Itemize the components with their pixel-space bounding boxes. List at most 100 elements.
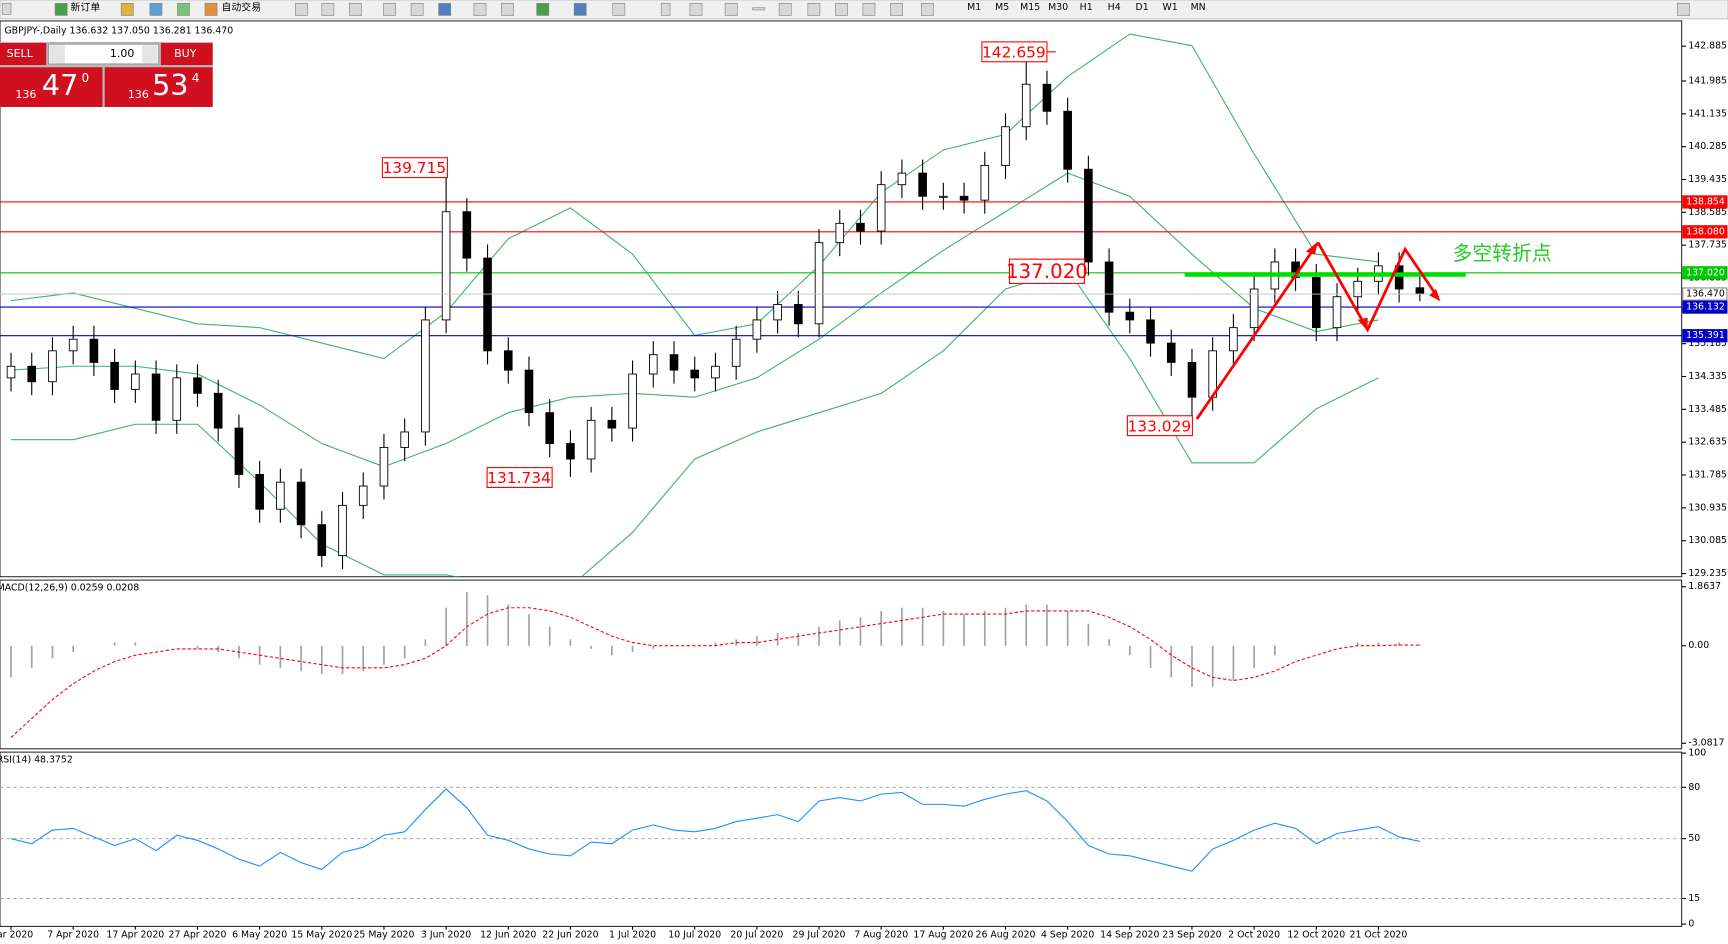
sell-price-box[interactable]: [0, 67, 103, 107]
buy-price-pips[interactable]: 53: [152, 68, 188, 102]
candle-body: [607, 419, 617, 429]
icon[interactable]: [752, 7, 766, 11]
price-label: 136.470: [1686, 289, 1725, 300]
timeframe-button[interactable]: H4: [1108, 2, 1121, 13]
icon[interactable]: [295, 2, 308, 16]
sell-price-fraction[interactable]: 0: [82, 71, 90, 85]
buy-button[interactable]: [160, 43, 213, 66]
icon[interactable]: [920, 2, 934, 16]
buy-label[interactable]: BUY: [174, 47, 197, 60]
sell-button[interactable]: [0, 43, 47, 66]
candle-body: [628, 373, 637, 429]
macd-panel: [0, 579, 1683, 750]
icon[interactable]: [321, 2, 335, 16]
icon[interactable]: [501, 2, 514, 16]
timeframe-button[interactable]: M1: [967, 2, 981, 13]
timeframe-button[interactable]: H1: [1080, 2, 1093, 13]
y-tick-label: 1.8637: [1688, 581, 1721, 592]
price-label-box: [1682, 225, 1728, 239]
y-tick-label: 80: [1688, 782, 1700, 793]
icon[interactable]: [383, 2, 396, 16]
main-panel: [0, 20, 1683, 578]
candle-body: [711, 365, 720, 379]
auto-trading-button[interactable]: 自动交易: [222, 1, 262, 14]
new-order-button[interactable]: 新订单: [71, 1, 101, 14]
y-tick-label: 100: [1688, 748, 1706, 759]
candle-body: [524, 369, 534, 414]
timeframe-button[interactable]: M5: [995, 2, 1009, 13]
price-label: 137.020: [1686, 267, 1725, 278]
icon[interactable]: [573, 2, 587, 16]
sell-price-pips[interactable]: 47: [42, 68, 78, 102]
icon[interactable]: [54, 2, 68, 16]
timeframe-button[interactable]: M30: [1048, 2, 1068, 13]
lots-value[interactable]: 1.00: [110, 47, 135, 60]
icon[interactable]: [177, 2, 190, 16]
x-tick-label: 12 Jun 2020: [480, 930, 536, 941]
candle-body: [338, 504, 347, 557]
price-label-box: [1682, 329, 1728, 343]
icon[interactable]: [890, 2, 903, 16]
x-tick-label: 7 Aug 2020: [854, 930, 908, 941]
x-tick-label: 6 May 2020: [232, 930, 287, 941]
icon[interactable]: [689, 2, 703, 16]
annotation-box: [381, 157, 448, 179]
icon[interactable]: [862, 2, 876, 16]
candle-body: [172, 377, 182, 421]
icon[interactable]: [778, 2, 792, 16]
icon[interactable]: [120, 2, 134, 16]
x-tick-label: 14 Sep 2020: [1100, 930, 1159, 941]
candle-body: [503, 350, 513, 371]
candle-body: [876, 184, 886, 232]
x-tick-label: 25 May 2020: [353, 930, 414, 941]
timeframe-button[interactable]: MN: [1191, 2, 1206, 13]
sell-label[interactable]: SELL: [7, 47, 34, 60]
candle-body: [1063, 110, 1072, 170]
y-tick-label: 134.335: [1688, 371, 1727, 382]
price-label: 136.132: [1686, 302, 1725, 313]
sell-price-big[interactable]: 136: [15, 88, 36, 101]
candle-body: [1146, 319, 1155, 344]
timeframe-button[interactable]: M15: [1020, 2, 1040, 13]
icon[interactable]: [473, 2, 487, 16]
buy-price-big[interactable]: 136: [128, 88, 149, 101]
annotation: 133.029: [1127, 417, 1191, 435]
x-tick-label: 3 Jun 2020: [421, 930, 471, 941]
lots-input[interactable]: [47, 43, 160, 65]
x-tick-label: 2 Oct 2020: [1228, 930, 1280, 941]
y-tick-label: 141.985: [1688, 75, 1727, 86]
icon[interactable]: [438, 2, 452, 16]
buy-price-fraction[interactable]: 4: [192, 71, 200, 85]
drawings: [1184, 241, 1466, 420]
icon[interactable]: [149, 2, 163, 16]
icon[interactable]: [204, 2, 218, 16]
timeframe-button[interactable]: W1: [1163, 2, 1178, 13]
y-tick-label: 138.585: [1688, 207, 1727, 218]
icon[interactable]: [1, 2, 12, 15]
buy-price-box[interactable]: [104, 67, 213, 107]
lots-down[interactable]: [49, 45, 66, 63]
lots-up[interactable]: [142, 45, 158, 63]
candle-body: [959, 195, 969, 201]
timeframe-button[interactable]: D1: [1136, 2, 1149, 13]
icon[interactable]: [536, 2, 550, 16]
icon[interactable]: [660, 2, 671, 16]
candle-body: [110, 361, 119, 390]
candle-body: [483, 257, 492, 352]
candle-body: [27, 365, 37, 383]
x-tick-label: 1 Jul 2020: [609, 930, 656, 941]
icon[interactable]: [1676, 2, 1690, 16]
icon[interactable]: [835, 2, 848, 16]
icon[interactable]: [807, 2, 821, 16]
y-tick-label: 139.435: [1688, 174, 1727, 185]
icon[interactable]: [612, 2, 626, 16]
icon[interactable]: [724, 2, 738, 16]
icon[interactable]: [410, 2, 424, 16]
icon[interactable]: [349, 2, 362, 16]
x-tick-label: 12 Oct 2020: [1287, 930, 1345, 941]
candle-body: [1187, 361, 1197, 398]
candle-body: [980, 164, 990, 201]
